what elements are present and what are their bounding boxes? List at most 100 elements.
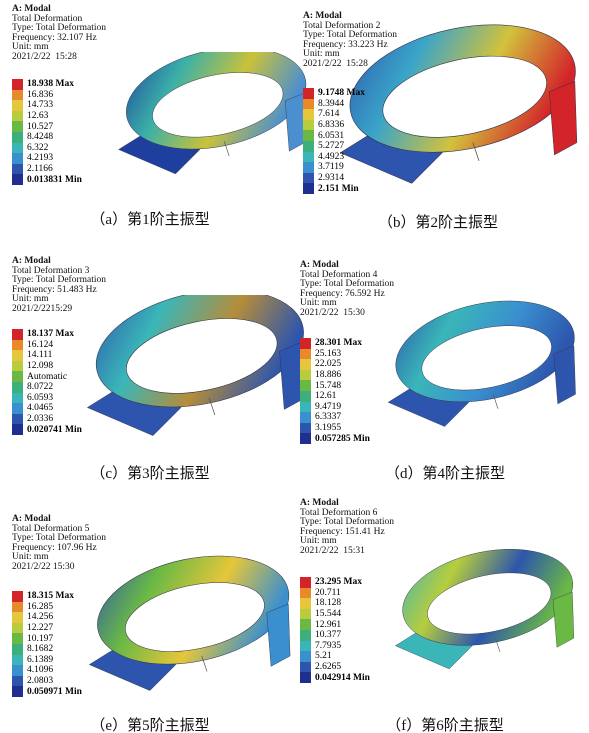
- legend-row: 2.1166: [12, 164, 82, 175]
- legend-swatch: [300, 423, 311, 434]
- ring: [97, 556, 288, 664]
- legend-swatch: [300, 619, 311, 630]
- legend-label: 14.733: [27, 100, 53, 110]
- legend-row: 0.020741 Min: [12, 424, 82, 435]
- legend-swatch: [300, 577, 311, 588]
- legend-label: 8.4248: [27, 132, 53, 142]
- legend-row: 16.836: [12, 90, 82, 101]
- legend-label: 5.21: [315, 651, 332, 661]
- legend-swatch: [12, 644, 23, 655]
- mode-shape: [72, 550, 297, 710]
- legend-swatch: [300, 672, 311, 683]
- legend-label: 15.748: [315, 381, 341, 391]
- legend-row: 7.614: [303, 109, 365, 120]
- legend-row: 12.961: [300, 619, 370, 630]
- legend-label: 6.3337: [315, 412, 341, 422]
- bracket: [267, 604, 290, 666]
- legend-label: 15.544: [315, 609, 341, 619]
- legend-row: 6.1389: [12, 655, 82, 666]
- legend-label: 0.013831 Min: [27, 175, 82, 185]
- legend-swatch: [303, 141, 314, 152]
- caption: （d）第4阶主振型: [385, 462, 505, 483]
- legend-row: 6.322: [12, 143, 82, 154]
- legend-swatch: [300, 641, 311, 652]
- legend-row: 9.4719: [300, 402, 370, 413]
- legend-label: 4.1096: [27, 665, 53, 675]
- legend-row: 0.050971 Min: [12, 686, 82, 697]
- bracket: [549, 81, 577, 154]
- legend-row: 10.377: [300, 630, 370, 641]
- caption: （a）第1阶主振型: [90, 208, 209, 229]
- legend-label: 8.1682: [27, 644, 53, 654]
- legend-label: 18.938 Max: [27, 79, 74, 89]
- legend-label: 0.042914 Min: [315, 673, 370, 683]
- legend-swatch: [12, 132, 23, 143]
- legend-label: 3.1955: [315, 423, 341, 433]
- legend-row: 5.2727: [303, 141, 365, 152]
- legend-row: 2.0336: [12, 414, 82, 425]
- legend-swatch: [303, 152, 314, 163]
- legend-row: 4.1096: [12, 665, 82, 676]
- legend-swatch: [12, 164, 23, 175]
- legend-label: 14.256: [27, 612, 53, 622]
- legend-swatch: [300, 609, 311, 620]
- legend-row: 4.2193: [12, 153, 82, 164]
- legend-label: 8.0722: [27, 382, 53, 392]
- legend-label: 12.61: [315, 391, 336, 401]
- legend-row: 10.197: [12, 633, 82, 644]
- legend-swatch: [12, 403, 23, 414]
- legend-swatch: [300, 433, 311, 444]
- legend-row: 14.111: [12, 350, 82, 361]
- ring: [403, 549, 573, 645]
- legend-swatch: [12, 361, 23, 372]
- legend-row: 2.9314: [303, 173, 365, 184]
- legend-row: 12.63: [12, 111, 82, 122]
- mode-shape: [380, 535, 580, 695]
- legend-row: 4.0465: [12, 403, 82, 414]
- legend-row: 18.938 Max: [12, 79, 82, 90]
- legend-label: 9.1748 Max: [318, 88, 365, 98]
- legend-swatch: [300, 598, 311, 609]
- legend-swatch: [300, 349, 311, 360]
- legend-row: 10.527: [12, 121, 82, 132]
- mode-shape: [68, 295, 313, 445]
- legend-label: 18.137 Max: [27, 329, 74, 339]
- legend-swatch: [12, 100, 23, 111]
- legend-label: 18.128: [315, 598, 341, 608]
- legend-row: 18.886: [300, 370, 370, 381]
- legend-row: 12.227: [12, 623, 82, 634]
- legend-row: 8.0722: [12, 382, 82, 393]
- mode-shape: [372, 290, 582, 450]
- legend-row: 8.1682: [12, 644, 82, 655]
- legend-label: 4.2193: [27, 153, 53, 163]
- legend-row: 18.315 Max: [12, 591, 82, 602]
- legend-row: 18.128: [300, 598, 370, 609]
- legend-row: 3.1955: [300, 423, 370, 434]
- legend-swatch: [12, 612, 23, 623]
- caption: （e）第5阶主振型: [90, 714, 209, 733]
- legend-label: 6.322: [27, 143, 48, 153]
- ring: [396, 301, 575, 402]
- legend-swatch: [300, 412, 311, 423]
- legend-swatch: [12, 340, 23, 351]
- legend-swatch: [12, 686, 23, 697]
- legend-row: 25.163: [300, 349, 370, 360]
- legend-label: 2.1166: [27, 164, 53, 174]
- legend-swatch: [12, 90, 23, 101]
- legend-swatch: [12, 633, 23, 644]
- legend-row: 9.1748 Max: [303, 88, 365, 99]
- legend-label: 0.057285 Min: [315, 434, 370, 444]
- legend-swatch: [300, 651, 311, 662]
- legend-label: 16.124: [27, 340, 53, 350]
- legend-swatch: [12, 414, 23, 425]
- legend-row: 8.4248: [12, 132, 82, 143]
- legend-row: 8.3944: [303, 99, 365, 110]
- header: A: ModalTotal Deformation 6Type: Total D…: [300, 499, 394, 557]
- caption: （f）第6阶主振型: [386, 714, 504, 733]
- legend-swatch: [300, 338, 311, 349]
- legend-swatch: [303, 130, 314, 141]
